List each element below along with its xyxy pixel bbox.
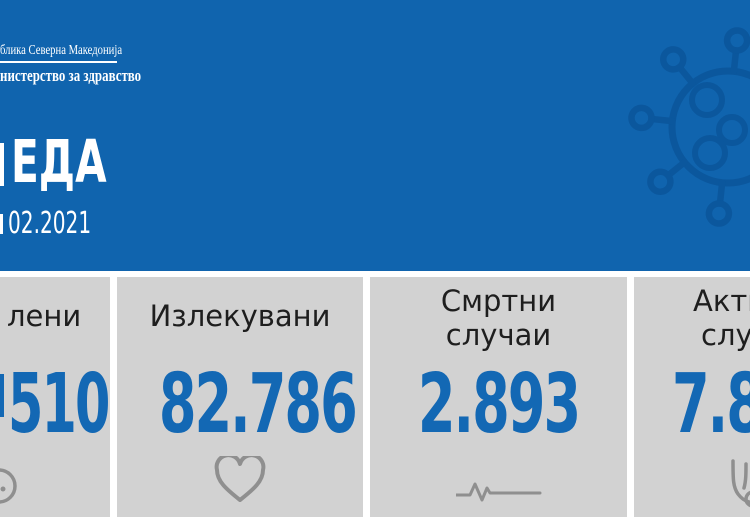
pulse-icon: [455, 482, 541, 502]
ministry-logo-text-line2: нистерство за здравство: [0, 66, 142, 85]
day-letter-sliver: [0, 143, 4, 186]
report-date-fragment: 02.2021: [8, 206, 92, 241]
date-digit-sliver: [0, 214, 3, 234]
card-label-line1: Смртни: [440, 284, 557, 318]
day-name-fragment: ЕДА: [11, 127, 107, 196]
stat-card-cases: лени 510: [0, 277, 110, 517]
coronavirus-icon: [628, 27, 750, 227]
card-label-fragment-line1: Акти: [693, 284, 750, 318]
logo-separator: [0, 61, 117, 63]
card-label: Излекувани: [149, 299, 331, 333]
ministry-logo-text-line1: блика Северна Македонија: [0, 43, 123, 58]
header-banner: блика Северна Македонија нистерство за з…: [0, 0, 750, 271]
card-label-fragment-line2: случ: [701, 318, 750, 352]
card-value: 82.786: [158, 357, 358, 452]
card-label-fragment: лени: [7, 299, 82, 333]
value-digit-sliver: [0, 374, 4, 417]
virus-fragment-icon: [0, 468, 17, 504]
card-value: 2.893: [417, 357, 581, 452]
stat-card-deaths: Смртни случаи 2.893: [370, 277, 627, 517]
stat-card-active: Акти случ 7.8: [634, 277, 750, 517]
stat-card-recovered: Излекувани 82.786: [117, 277, 363, 517]
card-label-line2: случаи: [445, 318, 552, 352]
heart-icon: [214, 456, 266, 502]
card-value-fragment: 7.8: [672, 357, 750, 452]
stethoscope-icon: [731, 459, 750, 508]
card-value-fragment: 510: [8, 357, 110, 452]
